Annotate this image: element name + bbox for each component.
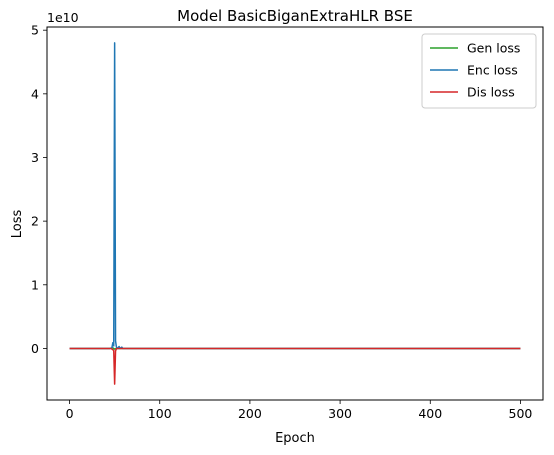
y-axis-label: Loss [10, 210, 25, 239]
legend-label-enc-loss: Enc loss [467, 63, 518, 78]
y-tick-label: 1 [31, 277, 39, 292]
x-tick-label: 100 [148, 406, 172, 421]
y-axis: 0 1 2 3 4 5 [31, 23, 47, 356]
x-axis-label: Epoch [275, 431, 315, 446]
legend: Gen loss Enc loss Dis loss [421, 33, 537, 109]
legend-items: Gen loss Enc loss Dis loss [430, 41, 520, 100]
plot-frame [46, 26, 544, 401]
series-layer [69, 42, 521, 385]
y-tick-label: 3 [31, 150, 39, 165]
legend-label-gen-loss: Gen loss [467, 41, 520, 56]
y-tick-label: 0 [31, 341, 39, 356]
x-tick-label: 500 [509, 406, 533, 421]
y-offset-label: 1e10 [47, 10, 79, 25]
chart-title: Model BasicBiganExtraHLR BSE [177, 7, 413, 25]
x-axis: 0 100 200 300 400 500 [66, 400, 533, 421]
y-tick-label: 4 [31, 86, 39, 101]
y-tick-label: 5 [31, 23, 39, 38]
x-tick-label: 300 [328, 406, 352, 421]
series-line-enc-loss [69, 42, 521, 350]
legend-box [421, 33, 537, 109]
y-tick-label: 2 [31, 214, 39, 229]
x-tick-label: 400 [418, 406, 442, 421]
legend-label-dis-loss: Dis loss [467, 85, 515, 100]
x-tick-label: 200 [238, 406, 262, 421]
x-tick-label: 0 [66, 406, 74, 421]
series-line-dis-loss [69, 347, 521, 385]
